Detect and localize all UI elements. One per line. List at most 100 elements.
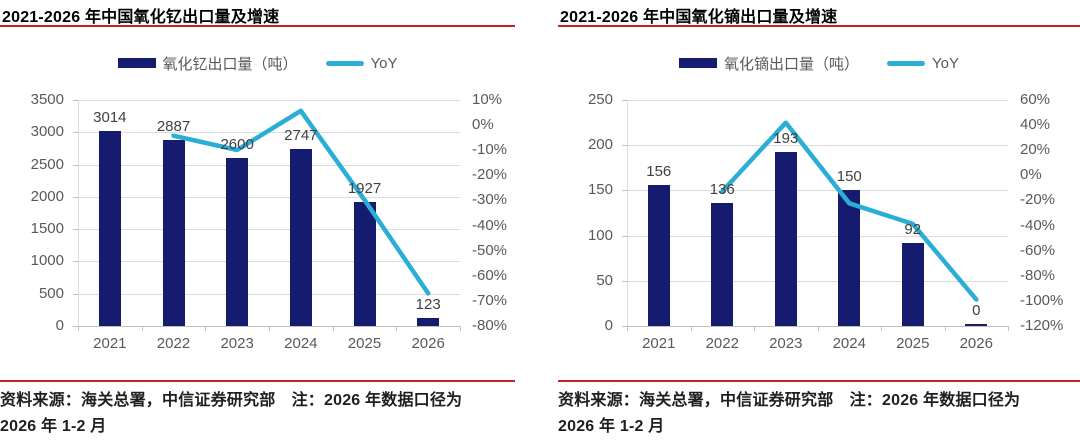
x-axis-tick-mark (817, 327, 819, 331)
bar-value-label: 150 (836, 168, 862, 186)
grid-line (627, 145, 1008, 147)
bar-value-label: 0 (972, 301, 981, 319)
x-axis-tick-mark (944, 327, 946, 331)
y-axis-tick-label: 1000 (30, 252, 64, 270)
y-axis-tick-label: 0 (604, 317, 613, 334)
y-axis-tick-mark (622, 326, 627, 327)
plot-area: 250 200 150 100 50 0 60% 40% 20% 0% -20% -40% -60% -8… (558, 0, 1080, 439)
secondary-y-axis-tick-label: -70% (472, 291, 508, 309)
secondary-y-axis-tick-label: 60% (1020, 91, 1051, 108)
grid-line (78, 293, 460, 295)
bar-value-label: 2600 (220, 136, 254, 154)
y-axis-tick-label: 1500 (30, 220, 64, 238)
grid-line (78, 229, 460, 231)
bar-2026 (965, 323, 988, 326)
grid-line (627, 100, 1008, 101)
chart-legend: 氧化镝出口量（吨） YoY (558, 52, 1080, 74)
source-note: 资料来源：海关总署，中信证券研究部 注：2026 年数据口径为 2026 年 1… (558, 380, 1080, 440)
x-axis-tick-label: 2022 (156, 335, 191, 352)
bar-value-label: 2747 (284, 126, 318, 144)
y-axis-tick-mark (73, 164, 78, 166)
y-axis-tick-mark (622, 145, 627, 147)
y-axis-tick-label: 0 (55, 317, 64, 334)
yoy-polyline (720, 120, 979, 302)
grid-line (627, 235, 1008, 237)
x-axis-tick-label: 2024 (832, 335, 866, 352)
chart-title: 2021-2026 年中国氧化镝出口量及增速 (560, 9, 838, 26)
y-axis-tick-mark (622, 100, 627, 101)
x-axis-tick-label: 2024 (284, 335, 318, 352)
bar-value-label: 136 (709, 181, 735, 199)
legend-bar-swatch (679, 58, 717, 68)
y-axis-tick-label: 2000 (30, 187, 64, 205)
secondary-y-axis-tick-label: -20% (1020, 191, 1056, 209)
x-axis-tick-label: 2023 (769, 335, 803, 352)
legend-line-label: YoY (370, 54, 398, 72)
y-axis-tick-mark (73, 326, 78, 327)
legend-line-label: YoY (932, 54, 959, 72)
y-axis-tick-mark (622, 280, 627, 282)
yoy-line (720, 120, 979, 302)
title-divider-rule (558, 25, 1080, 27)
secondary-y-axis-tick-label: -40% (1020, 216, 1056, 234)
bar-2021 (647, 184, 670, 326)
grid-line (78, 196, 460, 198)
y-axis-tick-label: 150 (587, 181, 613, 199)
bar-2022 (711, 203, 734, 326)
secondary-y-axis-tick-label: -80% (472, 317, 508, 334)
secondary-y-axis-tick-label: 0% (1020, 166, 1042, 184)
x-axis-tick-mark (627, 327, 628, 331)
grid-line (78, 100, 460, 101)
y-axis-tick-mark (73, 229, 78, 231)
secondary-y-axis-tick-label: -80% (1020, 266, 1056, 284)
secondary-y-axis-tick-label: -40% (472, 216, 508, 234)
y-axis-tick-mark (622, 235, 627, 237)
x-axis-tick-mark (332, 327, 334, 331)
grid-line (78, 164, 460, 166)
x-axis-tick-mark (754, 327, 755, 331)
title-divider-rule (0, 25, 515, 27)
bar-value-label: 92 (904, 220, 922, 238)
bar-2025 (901, 242, 924, 326)
x-axis-tick-mark (141, 327, 143, 331)
secondary-y-axis-tick-label: 20% (1020, 141, 1051, 159)
bar-value-label: 193 (773, 129, 799, 147)
y-axis-tick-mark (73, 261, 78, 263)
legend-bar-swatch (117, 58, 156, 68)
bar-2024 (289, 148, 312, 326)
yoy-polyline (171, 108, 431, 296)
x-axis-tick-label: 2026 (411, 335, 445, 352)
bar-2022 (162, 139, 185, 326)
x-axis-tick-mark (881, 327, 882, 331)
y-axis-tick-label: 50 (596, 271, 613, 289)
x-axis-tick-mark (205, 327, 207, 331)
legend-bar-label: 氧化镝出口量（吨） (724, 55, 860, 73)
chart-title: 2021-2026 年中国氧化钇出口量及增速 (2, 9, 280, 26)
chart-legend: 氧化钇出口量（吨） YoY (0, 52, 515, 74)
legend-line-swatch (325, 60, 364, 66)
grid-line (78, 261, 460, 263)
source-note-line-2: 2026 年 1-2 月 (0, 417, 107, 435)
bar-value-label: 156 (646, 162, 672, 180)
y-axis-tick-mark (73, 293, 78, 295)
source-note-line-1: 资料来源：海关总署，中信证券研究部 注：2026 年数据口径为 (558, 392, 1021, 409)
x-axis-tick-label: 2026 (959, 335, 993, 352)
source-note-line-1: 资料来源：海关总署，中信证券研究部 注：2026 年数据口径为 (0, 392, 463, 409)
secondary-y-axis-tick-label: -50% (472, 241, 508, 259)
bar-value-label: 3014 (93, 109, 127, 127)
chart-panel-yttrium-oxide: 2021-2026 年中国氧化钇出口量及增速 氧化钇出口量（吨） YoY 350… (0, 0, 515, 439)
y-axis-line (627, 100, 628, 326)
y-axis-tick-label: 100 (587, 226, 613, 244)
y-axis-tick-label: 2500 (30, 155, 64, 173)
plot-area: 3500 3000 2500 2000 1500 1000 500 0 10% 0% -10% -20… (0, 0, 515, 439)
secondary-y-axis-tick-label: -100% (1020, 291, 1064, 309)
y-axis-tick-label: 250 (587, 91, 613, 108)
x-axis-tick-label: 2022 (705, 335, 739, 352)
secondary-y-axis-tick-label: -30% (472, 191, 508, 209)
bar-2023 (774, 151, 797, 326)
secondary-y-axis-tick-label: 40% (1020, 116, 1051, 134)
bar-2021 (98, 131, 121, 326)
grid-line (627, 280, 1008, 282)
secondary-y-axis-tick-label: -60% (1020, 241, 1056, 259)
